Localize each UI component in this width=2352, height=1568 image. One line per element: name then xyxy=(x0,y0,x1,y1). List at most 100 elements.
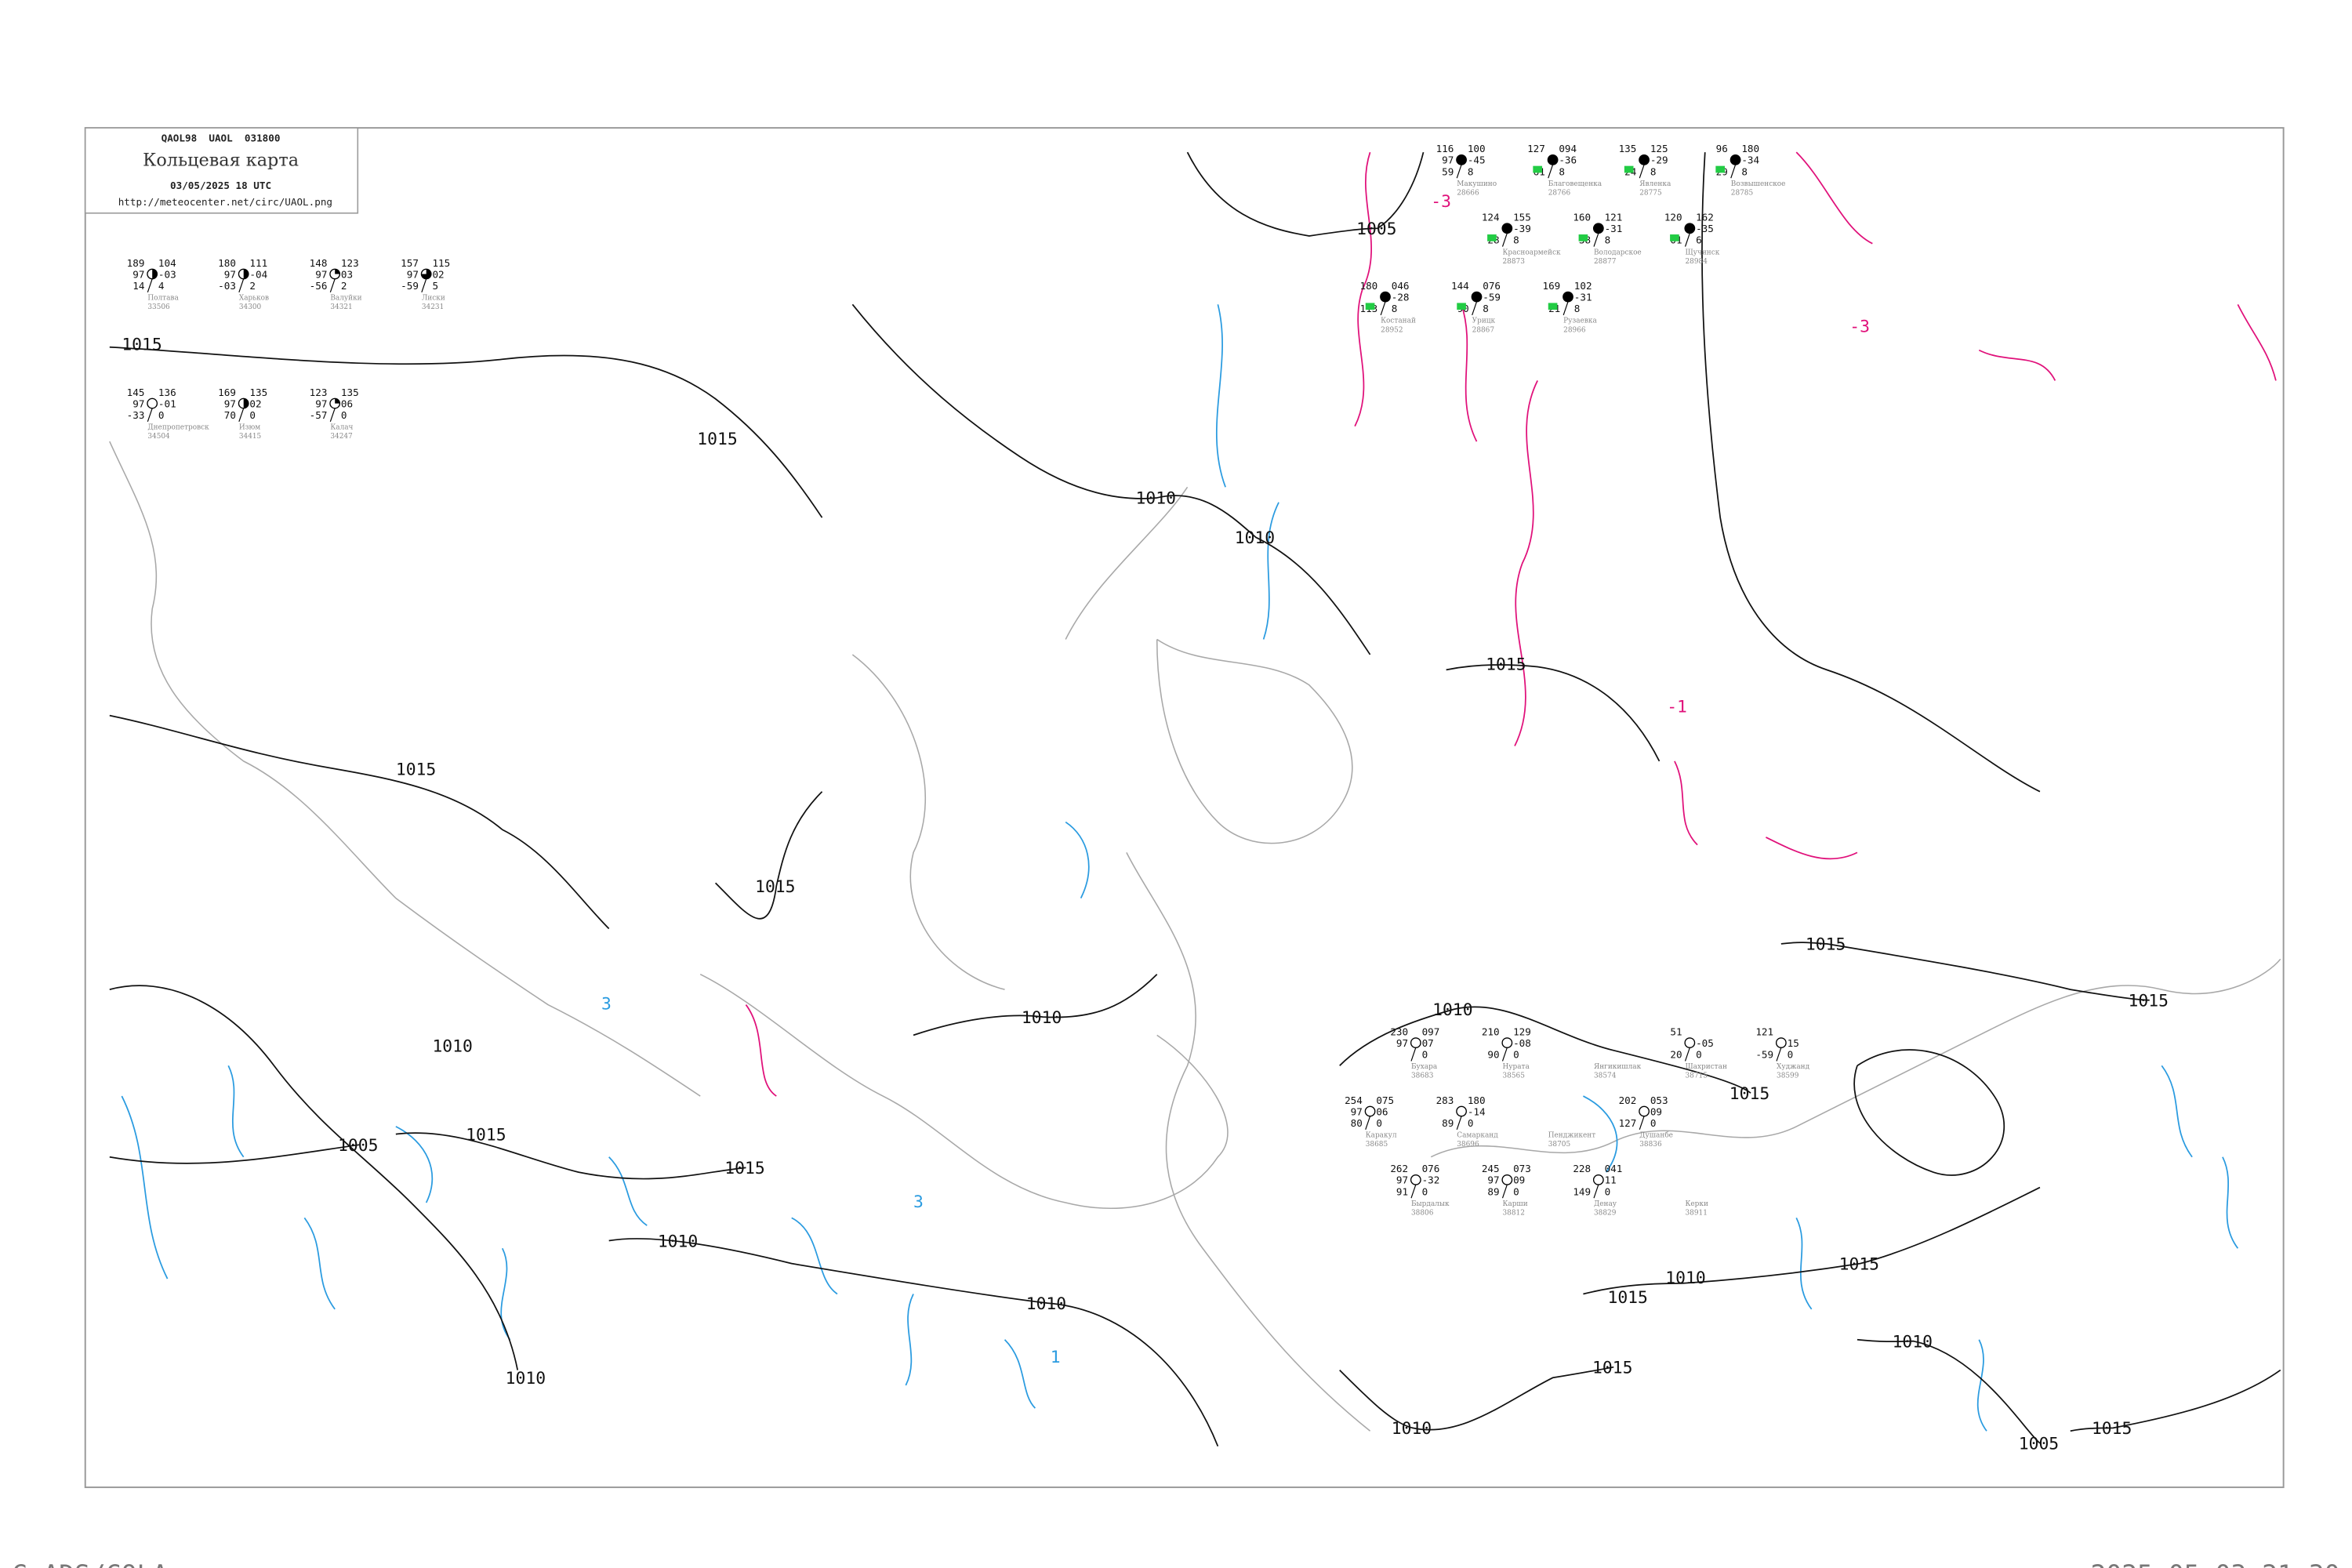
station-value-ml: 97 xyxy=(1442,154,1454,166)
source-url: http://meteocenter.net/circ/UAOL.png xyxy=(118,196,332,208)
station-id: 28785 xyxy=(1731,190,1753,198)
isobar-label: 1015 xyxy=(396,760,436,779)
wind-barb xyxy=(1501,1047,1508,1062)
footer-timestamp: 2025-05-03-21:30 xyxy=(2091,1559,2340,1568)
station-value-br: 0 xyxy=(158,409,165,421)
station-id: 28877 xyxy=(1594,258,1617,266)
station-id: 38829 xyxy=(1594,1210,1617,1218)
station-id: 38806 xyxy=(1411,1210,1434,1218)
station-value-br: 2 xyxy=(341,280,347,292)
isobar-label: 1010 xyxy=(1893,1332,1933,1352)
isobar-label: 1015 xyxy=(1839,1254,1879,1274)
map-datetime: 03/05/2025 18 UTC xyxy=(170,180,271,191)
isobars: 1015 1015 1015 1010 1005 1015 1015 1010 … xyxy=(109,151,2281,1454)
station-value-tl: 230 xyxy=(1390,1025,1408,1037)
station-value-tr: 162 xyxy=(1696,212,1714,223)
wind-barb xyxy=(147,278,153,293)
station-name: Бырдалык xyxy=(1411,1200,1450,1208)
station-value-br: 8 xyxy=(1605,234,1611,246)
isobar-label: 1015 xyxy=(2129,991,2169,1011)
station-id: 38836 xyxy=(1639,1141,1662,1149)
station-value-tl: 189 xyxy=(127,257,145,269)
station-value-tl: 127 xyxy=(1527,143,1545,154)
station-plot: Янгикишлак 38574 xyxy=(1594,1063,1642,1080)
station-value-mr: -32 xyxy=(1422,1174,1440,1186)
precip-flag-icon xyxy=(1533,165,1542,173)
station-value-tr: 073 xyxy=(1513,1163,1531,1174)
station-value-bl: 59 xyxy=(1442,165,1454,177)
station-value-tr: 125 xyxy=(1650,143,1668,154)
station-name: Денау xyxy=(1594,1200,1617,1208)
isotherm-label: -1 xyxy=(1667,698,1687,717)
station-value-mr: 07 xyxy=(1422,1037,1434,1049)
cloud-cover-fill xyxy=(1472,292,1482,302)
cloud-cover-icon xyxy=(1364,1105,1376,1117)
wind-barb xyxy=(1639,1116,1645,1130)
wind-barb xyxy=(1456,1116,1462,1130)
precip-flag-icon xyxy=(1365,303,1375,310)
cloud-cover-fill xyxy=(335,269,340,274)
station-value-tl: 210 xyxy=(1482,1025,1500,1037)
station-value-bl: 91 xyxy=(1396,1185,1408,1197)
station-value-mr: -14 xyxy=(1468,1105,1486,1117)
station-value-bl: 89 xyxy=(1487,1185,1499,1197)
station-value-mr: 11 xyxy=(1605,1174,1617,1186)
station-name: Полтава xyxy=(147,295,179,303)
station-id: 38599 xyxy=(1777,1073,1799,1080)
station-value-mr: -31 xyxy=(1574,291,1592,303)
station-value-tr: 115 xyxy=(432,257,450,269)
wind-barb xyxy=(1365,1116,1371,1130)
wind-barb xyxy=(1410,1047,1417,1062)
station-value-br: 6 xyxy=(1696,234,1702,246)
station-value-ml: 97 xyxy=(315,397,327,409)
station-name: Шахристан xyxy=(1686,1063,1727,1071)
wind-barb xyxy=(1410,1184,1417,1199)
cloud-cover-fill xyxy=(152,269,158,279)
station-value-tl: 180 xyxy=(218,257,236,269)
cloud-cover-fill xyxy=(243,398,249,408)
station-value-mr: 03 xyxy=(341,268,353,280)
wind-barb xyxy=(421,278,427,293)
wind-barb xyxy=(238,278,245,293)
station-value-tl: 116 xyxy=(1436,143,1454,154)
station-value-tr: 123 xyxy=(341,257,359,269)
station-id: 28984 xyxy=(1686,258,1708,266)
station-value-mr: -35 xyxy=(1696,223,1714,234)
station-value-bl: 80 xyxy=(1351,1117,1363,1129)
isobar-label: 1005 xyxy=(1356,220,1396,239)
station-value-br: 8 xyxy=(1559,165,1565,177)
station-id: 38911 xyxy=(1686,1210,1708,1218)
station-value-bl: 127 xyxy=(1619,1117,1637,1129)
station-id: 28766 xyxy=(1548,190,1571,198)
station-plots: 1899714104-034Полтава3350618097-03111-04… xyxy=(127,143,1810,1217)
station-name: Возвышенское xyxy=(1731,180,1786,188)
isotherm-label: 3 xyxy=(913,1192,924,1212)
isotherm-label: 1 xyxy=(1051,1348,1061,1367)
station-value-tl: 245 xyxy=(1482,1163,1500,1174)
wind-barb xyxy=(1730,164,1737,179)
station-value-mr: -45 xyxy=(1468,154,1486,166)
station-value-mr: 06 xyxy=(1376,1105,1388,1117)
station-value-tr: 104 xyxy=(158,257,176,269)
cloud-cover-icon xyxy=(1410,1037,1421,1048)
isobar-label: 1015 xyxy=(466,1125,506,1145)
station-value-tr: 053 xyxy=(1650,1094,1668,1106)
station-value-tr: 121 xyxy=(1605,212,1623,223)
isobar-label: 1015 xyxy=(1592,1358,1632,1377)
station-value-tr: 102 xyxy=(1574,280,1592,292)
isobar-label: 1010 xyxy=(1026,1294,1066,1314)
station-name: Рузаевка xyxy=(1563,318,1597,325)
cloud-cover-icon xyxy=(1684,1037,1696,1048)
station-value-bl: -59 xyxy=(1755,1049,1773,1061)
wind-barb xyxy=(1380,301,1386,316)
